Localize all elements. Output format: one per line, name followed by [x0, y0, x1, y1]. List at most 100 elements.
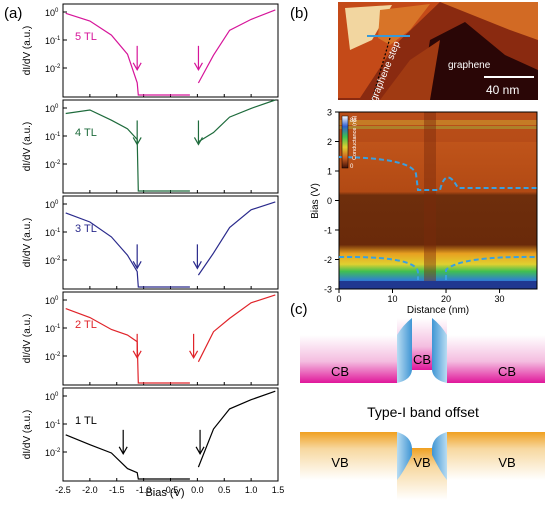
band-diagram: CB CB CB Type-I band offset VB VB VB	[300, 318, 545, 500]
y-tick-label: 10-2	[45, 256, 61, 266]
vb-label-right: VB	[498, 455, 515, 470]
gap-arrow-head	[132, 261, 142, 270]
band-offset-title: Type-I band offset	[367, 404, 479, 420]
spectrum-curve	[65, 294, 276, 384]
spectrum-frame	[62, 195, 279, 290]
gap-arrow-head	[193, 137, 203, 146]
y-tick-label: 100	[45, 392, 59, 402]
spectrum-label: 2 TL	[75, 319, 97, 331]
spectrum-panel-4: 100 10-1 10-2 2 TL dI/dV (a.u.)	[22, 291, 279, 386]
panel-a-plots: 100 10-1 10-2 5 TL dI/dV (a.u.) 100 10-1 10-2 4 …	[22, 3, 279, 482]
panel-a-xlabel: Bias (V)	[145, 487, 184, 499]
stm-scale-label: 40 nm	[486, 83, 519, 97]
cb-label-left: CB	[331, 364, 349, 379]
cb-interface-left	[397, 318, 412, 383]
y-tick-label: 10-2	[45, 448, 61, 458]
gap-arrow-head	[132, 137, 142, 146]
gap-arrow-head	[132, 350, 142, 360]
spectrum-curve	[65, 201, 276, 288]
stm-image: graphene step graphene 40 nm	[338, 2, 538, 103]
cb-interface-right	[432, 318, 447, 383]
spectrum-label: 4 TL	[75, 127, 97, 139]
x-tick-label: 1.5	[272, 485, 285, 495]
x-tick-label: -2.0	[82, 485, 98, 495]
panel-label-a: (a)	[4, 5, 22, 22]
spectrum-curve	[65, 390, 276, 480]
map-y-tick-label: 1	[327, 167, 332, 177]
panel-label-b: (b)	[290, 5, 308, 22]
map-x-tick-label: 0	[336, 294, 341, 304]
x-tick-label: 0.0	[191, 485, 204, 495]
spectrum-curve	[65, 99, 276, 192]
x-tick-label: -1.0	[136, 485, 152, 495]
colorbar-title: Conductance (nS)	[352, 116, 358, 160]
spectrum-frame	[62, 99, 279, 194]
vb-label-left: VB	[331, 455, 348, 470]
map-colorbar	[341, 115, 349, 169]
spectrum-panel-2: 100 10-1 10-2 4 TL dI/dV (a.u.)	[22, 99, 279, 194]
vb-interface-right	[432, 432, 447, 480]
stm-label-graphene: graphene	[448, 60, 491, 71]
map-band-edge-lower	[338, 255, 538, 280]
cb-label-right: CB	[498, 364, 516, 379]
spectrum-ylabel: dI/dV (a.u.)	[22, 122, 33, 171]
vb-interface-left	[397, 432, 412, 480]
spectrum-label: 5 TL	[75, 31, 97, 43]
spectrum-frame	[62, 3, 279, 98]
spectrum-panel-5: 100 10-1 10-2 1 TL dI/dV (a.u.)	[22, 387, 279, 482]
y-tick-label: 10-2	[45, 160, 61, 170]
y-tick-label: 10-1	[45, 324, 61, 334]
spectrum-ylabel: dI/dV (a.u.)	[22, 26, 33, 75]
x-tick-label: -0.5	[163, 485, 179, 495]
x-tick-label: -2.5	[55, 485, 71, 495]
panel-label-c: (c)	[290, 301, 308, 318]
cb-left	[300, 335, 397, 383]
map-y-tick-label: -1	[324, 226, 332, 236]
y-tick-label: 10-1	[45, 132, 61, 142]
y-tick-label: 10-1	[45, 36, 61, 46]
map-x-axis: 0 10 20 30	[336, 289, 505, 304]
map-y-axis: 3 2 1 0 -1 -2 -3	[324, 108, 339, 295]
cb-label-center: CB	[413, 352, 431, 367]
map-x-tick-label: 20	[441, 294, 451, 304]
vb-label-center: VB	[413, 455, 430, 470]
map-y-tick-label: 2	[327, 137, 332, 147]
spectrum-ylabel: dI/dV (a.u.)	[22, 410, 33, 459]
spectrum-ylabel: dI/dV (a.u.)	[22, 314, 33, 363]
vb-left	[300, 432, 397, 480]
y-tick-label: 10-1	[45, 228, 61, 238]
vb-right	[447, 432, 545, 480]
y-tick-label: 100	[45, 200, 59, 210]
y-tick-label: 10-2	[45, 352, 61, 362]
colorbar-min: 0	[350, 164, 354, 170]
x-tick-label: -1.5	[109, 485, 125, 495]
spectrum-panel-3: 100 10-1 10-2 3 TL dI/dV (a.u.)	[22, 195, 279, 290]
y-tick-label: 10-2	[45, 64, 61, 74]
spectrum-ylabel: dI/dV (a.u.)	[22, 218, 33, 267]
gap-arrow-head	[195, 446, 205, 456]
map-y-tick-label: -3	[324, 285, 332, 295]
stm-step-dotted	[371, 37, 391, 101]
panel-a-x-axis: -2.5 -2.0 -1.5 -1.0 -0.5 0.0 0.5 1.0 1.5	[55, 485, 284, 495]
gap-arrow-head	[192, 261, 202, 270]
gap-arrow-head	[132, 62, 142, 72]
map-y-tick-label: 0	[327, 196, 332, 206]
gap-arrow-head	[193, 62, 203, 72]
map-y-tick-label: -2	[324, 255, 332, 265]
map-ylabel: Bias (V)	[310, 183, 321, 219]
gap-arrow-head	[118, 446, 128, 456]
y-tick-label: 100	[45, 296, 59, 306]
y-tick-label: 100	[45, 8, 59, 18]
x-tick-label: 0.5	[218, 485, 231, 495]
spectrum-label: 3 TL	[75, 223, 97, 235]
y-tick-label: 100	[45, 104, 59, 114]
spectrum-curve	[65, 9, 276, 96]
spectrum-panel-1: 100 10-1 10-2 5 TL dI/dV (a.u.)	[22, 3, 279, 98]
map-x-tick-label: 30	[495, 294, 505, 304]
x-tick-label: 1.0	[245, 485, 258, 495]
map-band-edge-upper	[338, 156, 537, 191]
colorbar-max: 88	[350, 118, 357, 124]
map-x-tick-label: 10	[388, 294, 398, 304]
